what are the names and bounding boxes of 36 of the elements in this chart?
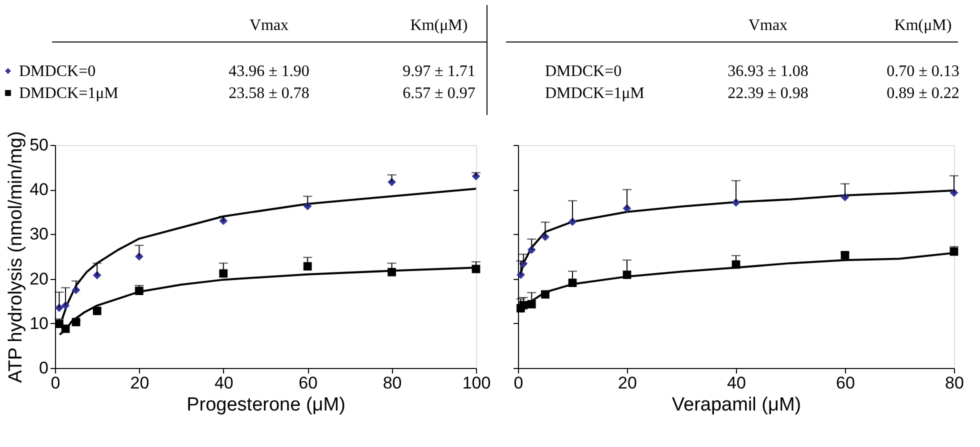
x-tick-label: 60	[298, 374, 318, 392]
y-tick-label: 50	[30, 136, 48, 154]
text: DMDCK=1μM	[545, 85, 644, 102]
x-tick-label: 20	[618, 374, 637, 392]
y-tick-label: 40	[30, 180, 48, 200]
text: Km(μM)	[410, 17, 468, 34]
x-axis-title: Progesterone (μM)	[186, 394, 346, 416]
x-tick-label: 40	[214, 374, 234, 392]
y-tick-label: 20	[30, 269, 48, 288]
y-axis-title: ATP hydrolysis (nmol/min/mg)	[6, 131, 27, 383]
text: 36.93 ± 1.08	[728, 63, 808, 80]
x-tick-label: 0	[514, 374, 524, 392]
text: Vmax	[249, 17, 289, 34]
text: 43.96 ± 1.90	[228, 63, 310, 80]
x-tick-label: 0	[50, 374, 60, 392]
x-tick-label: 60	[836, 374, 855, 392]
y-tick-label: 10	[30, 314, 48, 333]
y-tick-label: 0	[39, 358, 48, 378]
x-tick-label: 100	[462, 374, 491, 392]
x-tick-label: 80	[945, 374, 964, 392]
x-tick-label: 80	[382, 374, 402, 392]
text: 0.70 ± 0.13	[886, 63, 960, 80]
text: 0.89 ± 0.22	[886, 85, 960, 102]
text: 9.97 ± 1.71	[402, 63, 476, 80]
legend-label: DMDCK=0	[19, 63, 96, 80]
text: 22.39 ± 0.98	[728, 85, 808, 102]
y-tick-label: 30	[30, 224, 48, 244]
text: DMDCK=0	[545, 63, 622, 80]
x-tick-label: 40	[727, 374, 746, 392]
legend-label: DMDCK=1μM	[19, 85, 118, 102]
x-axis-title: Verapamil (μM)	[672, 394, 802, 416]
text: 6.57 ± 0.97	[402, 85, 476, 102]
text: Km(μM)	[894, 17, 952, 34]
text: 23.58 ± 0.78	[228, 85, 310, 102]
text: Vmax	[748, 17, 788, 34]
x-tick-label: 20	[130, 374, 150, 392]
